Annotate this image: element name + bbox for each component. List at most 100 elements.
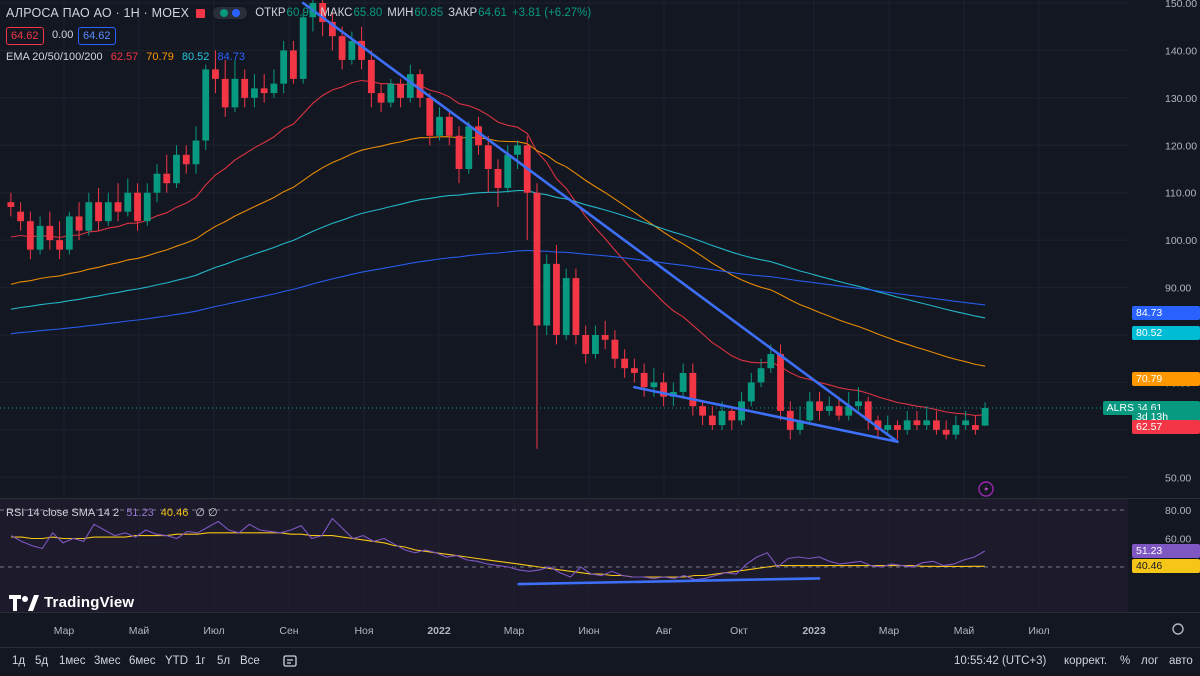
close-label: ЗАКР (448, 7, 478, 19)
range-ytd[interactable]: YTD (165, 655, 188, 667)
rsi-pane-background (0, 499, 1128, 612)
candle-body (134, 192, 141, 222)
rsi-legend-label: RSI 14 close SMA 14 2 (6, 507, 120, 519)
range-5d[interactable]: 5д (35, 655, 49, 667)
price-axis-tick-label: 110.00 (1165, 188, 1196, 200)
spread-value: 0.00 (52, 29, 74, 41)
rsi-flag: 51.23 (1132, 543, 1200, 558)
candle-body (367, 59, 375, 94)
candle-body (260, 88, 268, 94)
range-3m[interactable]: 3мес (94, 655, 121, 667)
candle-body (289, 50, 297, 79)
open-value: 60.90 (286, 7, 316, 19)
candle-body (397, 83, 404, 98)
candle-body (679, 372, 687, 392)
candle-body (913, 420, 921, 426)
percent-toggle[interactable]: % (1120, 655, 1131, 667)
price-flag: 70.79 (1132, 371, 1200, 386)
price-axis-tick-label: 50.00 (1165, 472, 1191, 484)
candle-body (864, 401, 872, 421)
adjust-toggle[interactable]: коррект. (1064, 655, 1108, 667)
range-1y[interactable]: 1г (195, 655, 206, 667)
candle-body (747, 382, 755, 402)
candle-body (699, 406, 707, 416)
candle-body (251, 88, 258, 98)
candle-body (221, 78, 229, 108)
range-1m[interactable]: 1мес (59, 655, 86, 667)
ema200-line (10, 249, 986, 335)
price-axis-tick-label: 130.00 (1165, 93, 1197, 105)
ema-legend[interactable]: EMA 20/50/100/200 62.57 70.79 80.52 84.7… (6, 51, 250, 63)
range-1d[interactable]: 1д (12, 655, 26, 667)
rsi-line (10, 517, 986, 581)
low-value: 60.85 (414, 7, 444, 19)
candle-body (738, 401, 745, 421)
ema50-value: 70.79 (146, 51, 174, 63)
rsi-sma-line (11, 532, 985, 578)
candle-body (436, 116, 443, 136)
auto-toggle[interactable]: авто (1169, 655, 1193, 667)
candle-body (173, 154, 180, 184)
candle-body (7, 202, 15, 207)
range-5y[interactable]: 5л (217, 655, 231, 667)
ticker-flag: ALRS (1102, 400, 1138, 415)
candle-body (95, 202, 102, 222)
candle-body (903, 420, 911, 430)
candle-body (153, 173, 161, 193)
candle-body (533, 192, 541, 326)
trendline-support[interactable] (633, 385, 899, 444)
candle-body (572, 278, 580, 335)
date-range-icon[interactable] (283, 654, 297, 668)
candle-body (611, 339, 619, 359)
candle-body (933, 420, 940, 430)
clock-timezone[interactable]: 10:55:42 (UTC+3) (954, 655, 1047, 667)
rsi-legend-extra: ∅ ∅ (195, 507, 218, 519)
rsi-trendline[interactable] (517, 577, 821, 586)
price-axis-tick-label: 90.00 (1165, 283, 1191, 295)
candle-body (114, 202, 122, 212)
candle-body (358, 40, 366, 60)
log-toggle[interactable]: лог (1141, 655, 1159, 667)
candle-body (621, 358, 629, 369)
symbol-title[interactable]: АЛРОСА ПАО АО · 1Н · MOEX (6, 6, 190, 20)
settings-gear-icon[interactable] (1172, 623, 1184, 635)
rsi-legend[interactable]: RSI 14 close SMA 14 2 51.23 40.46 ∅ ∅ (6, 506, 222, 519)
candle-body (855, 401, 862, 407)
rsi-flag: 40.46 (1132, 559, 1200, 574)
time-axis-label: Мар (54, 625, 75, 637)
low-label: МИН (387, 7, 414, 19)
candle-body (504, 154, 512, 188)
tradingview-logo[interactable]: TradingView (9, 594, 134, 611)
candle-body (553, 263, 560, 335)
candle-body (630, 368, 638, 373)
candle-body (796, 420, 804, 430)
candle-body (406, 74, 414, 98)
candle-body (416, 74, 424, 98)
candle-body (952, 425, 960, 435)
sell-price-box[interactable]: 64.62 (6, 27, 44, 45)
status-dots[interactable] (213, 7, 248, 19)
candle-body (923, 420, 931, 426)
time-axis-label: Июн (578, 625, 599, 637)
candle-body (212, 69, 219, 79)
tradingview-logo-icon (9, 594, 39, 611)
price-axis-tick-label: 100.00 (1165, 235, 1197, 247)
tradingview-logo-text: TradingView (44, 594, 135, 611)
candle-body (962, 420, 970, 426)
trendline-resistance[interactable] (301, 1, 899, 444)
candle-body (75, 216, 83, 231)
candle-body (942, 429, 950, 435)
candle-body (835, 406, 843, 416)
candle-body (708, 415, 716, 426)
range-all[interactable]: Все (240, 655, 260, 667)
range-6m[interactable]: 6мес (129, 655, 156, 667)
candle-body (475, 126, 482, 146)
candle-body (182, 154, 190, 165)
price-flag: 84.73 (1132, 305, 1200, 320)
buy-price-box[interactable]: 64.62 (78, 27, 116, 45)
candle-body (640, 372, 648, 388)
alert-lightning-icon[interactable] (978, 481, 994, 497)
candle-body (543, 263, 551, 326)
time-axis-label: Авг (656, 625, 673, 637)
